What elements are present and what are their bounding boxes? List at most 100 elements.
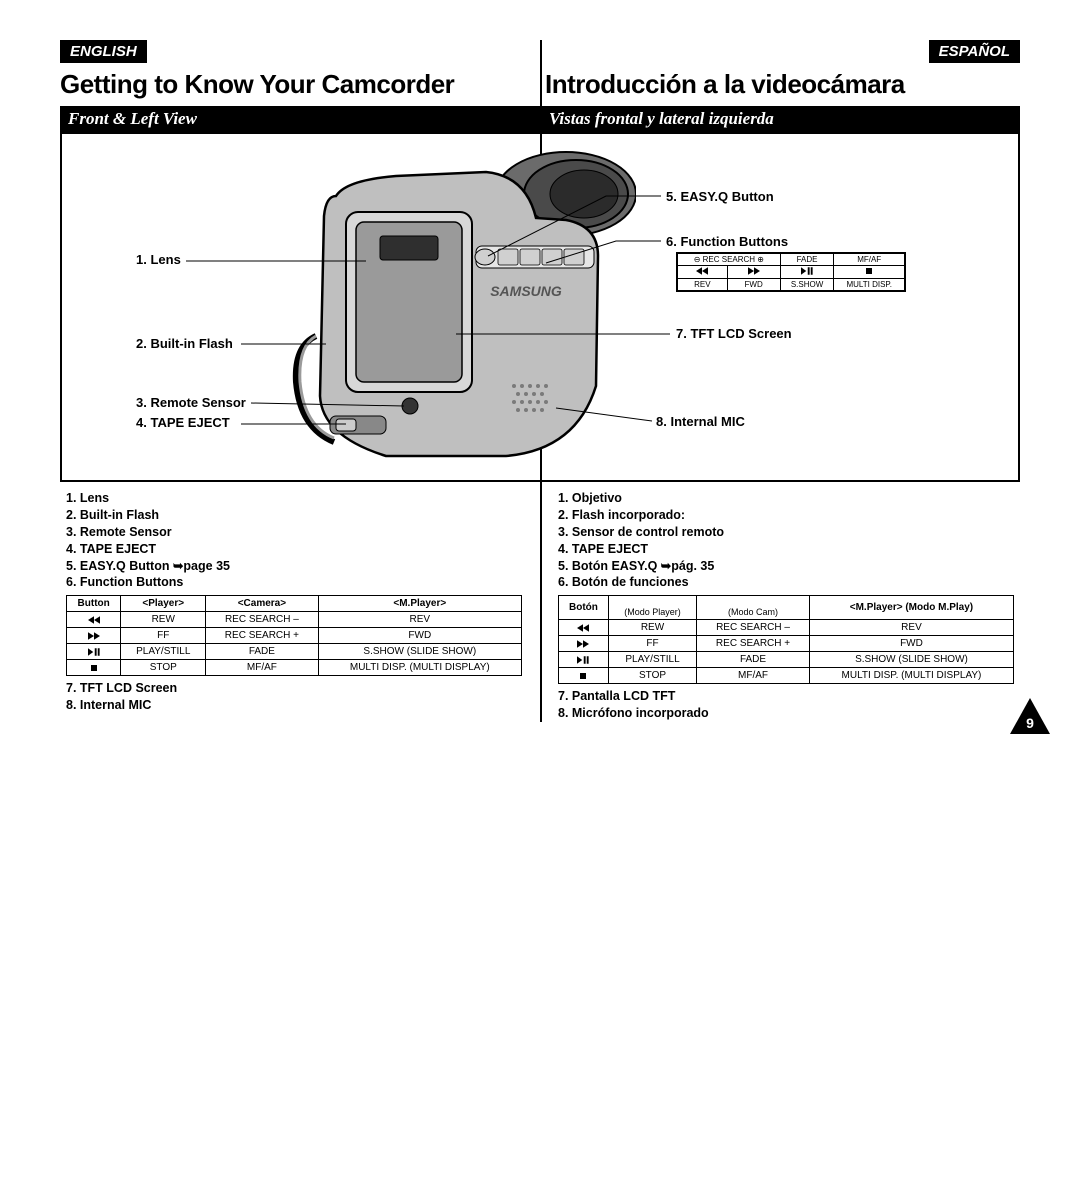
forward-icon [727,266,780,279]
fn-panel-recsearch: ⊖ REC SEARCH ⊕ [678,254,781,266]
fwd-icon [559,636,609,652]
table-row: STOPMF/AFMULTI DISP. (MULTI DISPLAY) [67,660,522,676]
page-number-badge: 9 [1010,698,1050,734]
table-cell: S.SHOW (SLIDE SHOW) [809,652,1013,668]
table-row: FFREC SEARCH +FWD [559,636,1014,652]
table-cell: REC SEARCH + [697,636,810,652]
callout-mic: 8. Internal MIC [656,414,745,429]
list-item: 4. TAPE EJECT [558,541,1014,558]
function-table-en: Button<Player><Camera><M.Player>REWREC S… [66,595,522,676]
callout-lcd: 7. TFT LCD Screen [676,326,792,341]
table-cell: STOP [608,668,696,684]
table-header: (Modo Player) [608,596,696,620]
fn-panel-sshow: S.SHOW [780,279,834,291]
table-cell: MULTI DISP. (MULTI DISPLAY) [809,668,1013,684]
below-row: 1. Lens2. Built-in Flash3. Remote Sensor… [60,490,1020,722]
table-cell: MF/AF [206,660,318,676]
stop-icon [834,266,905,279]
table-cell: REC SEARCH + [206,628,318,644]
table-header: Botón [559,596,609,620]
table-header: <M.Player> (Modo M.Play) [809,596,1013,620]
parts-list-es-after: 7. Pantalla LCD TFT8. Micrófono incorpor… [558,688,1014,722]
table-cell: FF [608,636,696,652]
table-cell: PLAY/STILL [121,644,206,660]
table-cell: MF/AF [697,668,810,684]
list-item: 5. Botón EASY.Q ➥pág. 35 [558,558,1014,575]
lang-english-badge: ENGLISH [60,40,147,63]
table-cell: STOP [121,660,206,676]
table-cell: S.SHOW (SLIDE SHOW) [318,644,521,660]
parts-list-en: 1. Lens2. Built-in Flash3. Remote Sensor… [66,490,522,591]
table-row: PLAY/STILLFADES.SHOW (SLIDE SHOW) [559,652,1014,668]
function-table-es: Botón(Modo Player)(Modo Cam)<M.Player> (… [558,595,1014,684]
list-item: 1. Objetivo [558,490,1014,507]
fn-panel-mfaf: MF/AF [834,254,905,266]
title-es: Introducción a la videocámara [545,69,1020,100]
title-en: Getting to Know Your Camcorder [60,69,535,100]
table-cell: REC SEARCH – [697,620,810,636]
svg-text:SAMSUNG: SAMSUNG [490,283,562,299]
list-item: 3. Remote Sensor [66,524,522,541]
table-cell: PLAY/STILL [608,652,696,668]
table-header: <Player> [121,596,206,612]
list-item: 2. Flash incorporado: [558,507,1014,524]
rew-icon [559,620,609,636]
table-cell: REV [318,612,521,628]
english-column: 1. Lens2. Built-in Flash3. Remote Sensor… [60,490,540,722]
list-item: 6. Function Buttons [66,574,522,591]
list-item: 4. TAPE EJECT [66,541,522,558]
diagram-box: SAMSUNG [60,132,1020,482]
table-cell: REV [809,620,1013,636]
spanish-column: 1. Objetivo2. Flash incorporado:3. Senso… [540,490,1020,722]
rewind-icon [678,266,728,279]
playpause-icon [67,644,121,660]
callout-lens: 1. Lens [136,252,181,267]
table-cell: FWD [809,636,1013,652]
fn-panel-fade: FADE [780,254,834,266]
fn-panel-fwd: FWD [727,279,780,291]
table-header: <Camera> [206,596,318,612]
function-button-panel: ⊖ REC SEARCH ⊕ FADE MF/AF REV FWD S.SHOW [676,252,906,292]
table-cell: MULTI DISP. (MULTI DISPLAY) [318,660,521,676]
subtitle-en: Front & Left View [60,106,539,132]
svg-text:9: 9 [1026,715,1034,731]
table-cell: FADE [697,652,810,668]
callout-easyq: 5. EASY.Q Button [666,189,774,204]
list-item: 5. EASY.Q Button ➥page 35 [66,558,522,575]
parts-list-es: 1. Objetivo2. Flash incorporado:3. Senso… [558,490,1014,591]
parts-list-en-after: 7. TFT LCD Screen8. Internal MIC [66,680,522,714]
stop-icon [67,660,121,676]
table-cell: FWD [318,628,521,644]
list-item: 1. Lens [66,490,522,507]
callout-remote: 3. Remote Sensor [136,395,246,410]
table-row: REWREC SEARCH –REV [67,612,522,628]
fn-panel-rev: REV [678,279,728,291]
list-item: 3. Sensor de control remoto [558,524,1014,541]
list-item: 7. TFT LCD Screen [66,680,522,697]
list-item: 6. Botón de funciones [558,574,1014,591]
page: ENGLISH ESPAÑOL Getting to Know Your Cam… [60,40,1020,722]
callout-fnbuttons: 6. Function Buttons [666,234,788,249]
table-cell: FF [121,628,206,644]
playpause-icon [780,266,834,279]
callout-eject: 4. TAPE EJECT [136,415,230,430]
table-row: STOPMF/AFMULTI DISP. (MULTI DISPLAY) [559,668,1014,684]
list-item: 7. Pantalla LCD TFT [558,688,1014,705]
table-header: <M.Player> [318,596,521,612]
table-header: Button [67,596,121,612]
fn-panel-multi: MULTI DISP. [834,279,905,291]
list-item: 8. Internal MIC [66,697,522,714]
table-cell: REC SEARCH – [206,612,318,628]
table-cell: REW [608,620,696,636]
table-row: REWREC SEARCH –REV [559,620,1014,636]
stop-icon [559,668,609,684]
fwd-icon [67,628,121,644]
list-item: 8. Micrófono incorporado [558,705,1014,722]
table-header: (Modo Cam) [697,596,810,620]
list-item: 2. Built-in Flash [66,507,522,524]
table-row: FFREC SEARCH +FWD [67,628,522,644]
callout-flash: 2. Built-in Flash [136,336,233,351]
subtitle-es: Vistas frontal y lateral izquierda [539,106,1020,132]
rew-icon [67,612,121,628]
table-row: PLAY/STILLFADES.SHOW (SLIDE SHOW) [67,644,522,660]
